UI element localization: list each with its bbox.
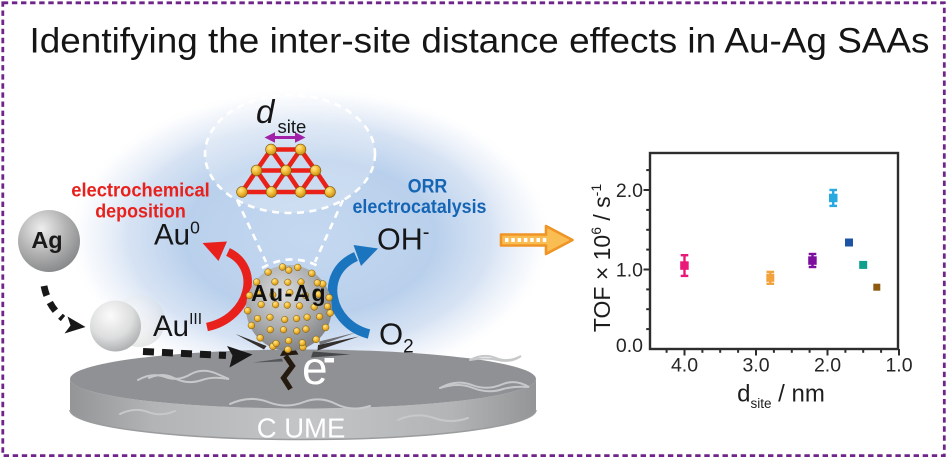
svg-text:d: d — [256, 93, 276, 130]
svg-text:4.0: 4.0 — [671, 355, 698, 377]
svg-text:dsite / nm: dsite / nm — [737, 381, 825, 412]
svg-text:1.0: 1.0 — [885, 355, 912, 377]
svg-text:deposition: deposition — [95, 201, 186, 223]
svg-text:3.0: 3.0 — [742, 355, 769, 377]
svg-text:TOF × 106 / s-1: TOF × 106 / s-1 — [588, 184, 615, 333]
svg-text:2.0: 2.0 — [814, 355, 841, 377]
svg-text:site: site — [278, 116, 307, 137]
svg-text:e: e — [302, 342, 328, 394]
svg-text:1.0: 1.0 — [616, 260, 643, 282]
svg-text:electrocatalysis: electrocatalysis — [353, 196, 487, 218]
svg-text:C UME: C UME — [257, 413, 346, 444]
svg-text:electrochemical: electrochemical — [71, 180, 210, 202]
svg-text:0.0: 0.0 — [616, 335, 643, 357]
svg-text:2.0: 2.0 — [616, 180, 643, 202]
svg-text:Identifying the inter-site dis: Identifying the inter-site distance effe… — [30, 21, 930, 61]
svg-text:AuIII: AuIII — [153, 310, 202, 343]
svg-text:ORR: ORR — [408, 176, 448, 198]
svg-text:Ag: Ag — [31, 227, 62, 253]
svg-text:Au-Ag: Au-Ag — [251, 280, 327, 306]
svg-text:OH-: OH- — [377, 222, 429, 257]
